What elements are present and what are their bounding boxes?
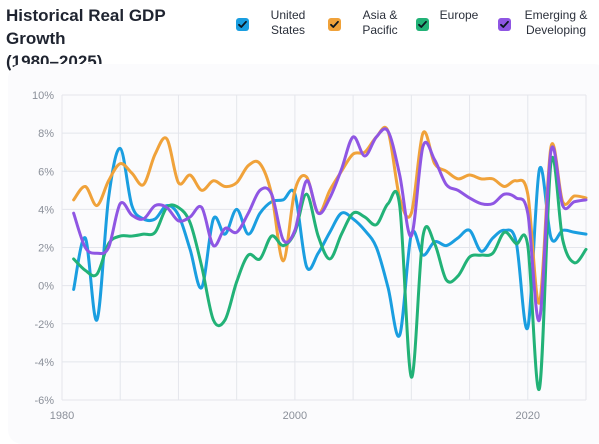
y-tick-label: 4% bbox=[38, 204, 54, 216]
legend-label: United States bbox=[270, 8, 306, 37]
legend-item-united-states[interactable]: United States bbox=[236, 8, 319, 38]
y-tick-label: 2% bbox=[38, 243, 54, 255]
y-tick-label: 8% bbox=[38, 128, 54, 140]
series-line-asia-pacific bbox=[72, 125, 588, 305]
chart-legend: United States Asia & Pacific Europe Emergi… bbox=[236, 8, 596, 48]
legend-label: Europe bbox=[439, 8, 479, 22]
y-tick-label: 0% bbox=[38, 281, 54, 293]
x-tick-label: 1980 bbox=[50, 410, 74, 422]
legend-item-emerging-developing[interactable]: Emerging & Developing bbox=[498, 8, 593, 38]
series-line-united-states bbox=[72, 146, 588, 338]
checkbox-checked-icon[interactable] bbox=[328, 18, 341, 31]
checkbox-checked-icon[interactable] bbox=[416, 18, 429, 31]
legend-item-asia-pacific[interactable]: Asia & Pacific bbox=[328, 8, 411, 38]
checkbox-checked-icon[interactable] bbox=[236, 18, 249, 31]
y-tick-label: -6% bbox=[34, 395, 54, 407]
line-chart: -6% -4% -2% 0% 2% 4% 6% 8% 10% 1980 2000 2020 bbox=[32, 90, 588, 422]
checkbox-checked-icon[interactable] bbox=[498, 18, 511, 31]
y-tick-label: 6% bbox=[38, 166, 54, 178]
y-tick-label: -2% bbox=[34, 319, 54, 331]
y-tick-label: 10% bbox=[32, 90, 54, 102]
legend-item-europe[interactable]: Europe bbox=[416, 8, 481, 31]
x-tick-label: 2020 bbox=[516, 410, 540, 422]
series-line-emerging-developing bbox=[72, 127, 588, 322]
legend-label: Emerging & Developing bbox=[524, 8, 588, 37]
x-tick-label: 2000 bbox=[283, 410, 307, 422]
series-line-europe bbox=[72, 156, 588, 391]
chart-title-line1: Historical Real GDP Growth bbox=[6, 6, 166, 48]
legend-label: Asia & Pacific bbox=[362, 8, 398, 37]
y-tick-label: -4% bbox=[34, 357, 54, 369]
